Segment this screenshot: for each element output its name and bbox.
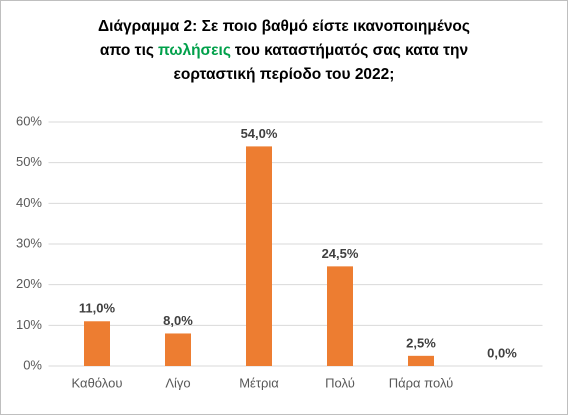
x-tick-label: Καθόλου xyxy=(72,375,123,390)
x-tick-label: Μέτρια xyxy=(239,375,279,390)
data-label: 8,0% xyxy=(163,313,193,328)
y-tick-label: 30% xyxy=(16,235,42,250)
y-tick-label: 50% xyxy=(16,154,42,169)
title-part: πωλήσεις xyxy=(158,42,231,59)
data-label: 54,0% xyxy=(241,126,278,141)
data-label: 0,0% xyxy=(487,345,517,360)
title-part: εορταστική περίοδο του 2022; xyxy=(174,66,395,83)
data-label: 2,5% xyxy=(406,335,436,350)
y-tick-label: 0% xyxy=(23,357,42,372)
x-tick-label: Πάρα πολύ xyxy=(389,375,454,390)
y-tick-label: 20% xyxy=(16,276,42,291)
bar xyxy=(246,146,272,366)
data-label: 24,5% xyxy=(322,246,359,261)
x-tick-label: Λίγο xyxy=(165,375,190,390)
bar xyxy=(165,333,191,366)
title-part: Διάγραμμα 2: Σε ποιο βαθμό είστε ικανοπο… xyxy=(98,18,470,35)
title-part: του καταστήματός σας κατα την xyxy=(235,42,468,59)
data-label: 11,0% xyxy=(79,301,116,316)
y-tick-label: 60% xyxy=(16,113,42,128)
bar xyxy=(84,321,110,366)
chart-title: Διάγραμμα 2: Σε ποιο βαθμό είστε ικανοπο… xyxy=(98,18,470,35)
chart-title: εορταστική περίοδο του 2022; xyxy=(174,66,395,83)
chart-title: απο τις πωλήσεις του καταστήματός σας κατα… xyxy=(100,42,468,59)
title-part: απο τις xyxy=(100,42,154,59)
x-tick-label: Πολύ xyxy=(325,375,355,390)
y-tick-label: 10% xyxy=(16,317,42,332)
bar xyxy=(408,355,434,366)
bar xyxy=(327,266,353,366)
y-tick-label: 40% xyxy=(16,195,42,210)
